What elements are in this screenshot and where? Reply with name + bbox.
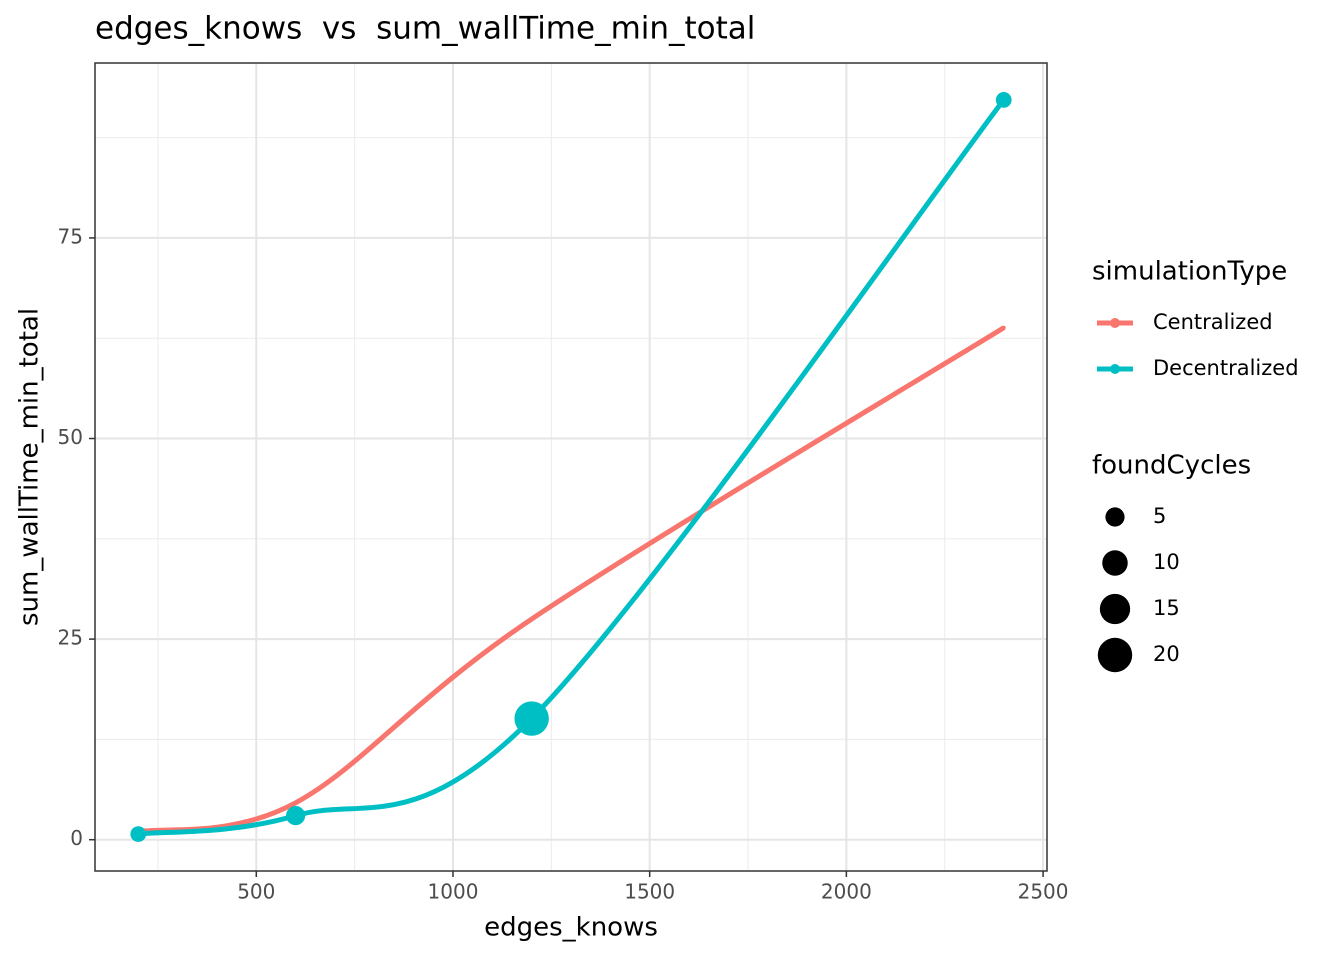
size-legend-swatch [1105,507,1125,527]
plot-border [94,62,1048,872]
series-line [137,98,1006,837]
data-point [130,826,147,842]
size-legend-swatch [1099,593,1131,625]
size-legend-title: foundCycles [1092,451,1251,481]
y-tick-label: 25 [58,626,83,650]
size-legend-swatch [1097,637,1133,673]
size-legend-label: 10 [1153,550,1180,574]
series-line [137,325,1006,835]
size-legend-swatch [1102,550,1128,576]
size-legend-label: 5 [1153,504,1166,528]
data-point [529,617,534,622]
data-point [1001,325,1006,330]
data-point [286,806,306,826]
x-tick-label: 1000 [428,880,479,904]
legend-swatch [1110,364,1120,374]
x-tick-label: 1500 [624,880,675,904]
data-point [995,92,1012,108]
y-tick-label: 75 [58,224,83,248]
x-tick-label: 2500 [1018,880,1069,904]
size-legend-label: 20 [1153,642,1180,666]
color-legend-title: simulationType [1092,257,1287,287]
size-legend-label: 15 [1153,596,1180,620]
data-point [514,701,549,736]
x-axis-label: edges_knows [484,913,658,943]
legend-label: Centralized [1153,310,1273,334]
chart-title: edges_knows vs sum_wallTime_min_total [95,11,755,47]
y-tick-label: 0 [70,826,83,850]
x-tick-label: 2000 [821,880,872,904]
legend-label: Decentralized [1153,356,1299,380]
legend-swatch [1110,318,1120,328]
y-axis-label: sum_wallTime_min_total [15,308,45,626]
x-tick-label: 500 [237,880,275,904]
data-point [293,800,298,805]
y-tick-label: 50 [58,425,83,449]
